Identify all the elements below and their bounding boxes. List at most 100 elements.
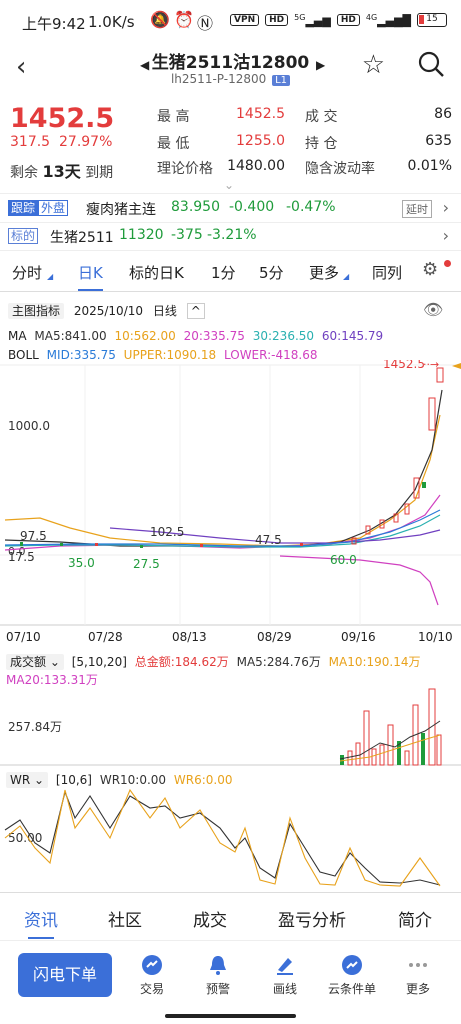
oi-label: 持 仓 [305, 136, 338, 152]
status-bar: 上午9:42 1.0K/s 🔕 ⏰ Ⓝ VPN HD 5G▂▄▆ HD 4G▂▄… [0, 0, 461, 44]
outer-name: 瘦肉猪主连 [86, 202, 156, 218]
last-price-label: 1452.5 [383, 360, 425, 371]
tab-more[interactable]: 更多 [309, 264, 340, 282]
candle [413, 477, 420, 499]
volume-bar [340, 755, 344, 765]
tab-1min[interactable]: 1分 [211, 264, 236, 282]
annotation-97: 97.5 [20, 529, 47, 543]
ma-label: MA [8, 329, 27, 343]
tab-5min[interactable]: 5分 [259, 264, 284, 282]
volume-label: 成 交 [305, 109, 338, 125]
next-contract-icon[interactable]: ▶ [316, 58, 326, 72]
tab-community[interactable]: 社区 [108, 911, 142, 931]
eye-icon[interactable]: 👁 [423, 300, 444, 319]
main-indicator-button[interactable]: 主图指标 [8, 303, 65, 319]
tab-underlying-daily[interactable]: 标的日K [129, 264, 184, 282]
x-tick: 10/10 [418, 630, 453, 644]
alert-label: 预警 [205, 982, 230, 996]
nfc-icon: Ⓝ [197, 14, 214, 33]
tab-same-series[interactable]: 同列 [372, 264, 403, 282]
draw-action[interactable]: 画线 [260, 954, 310, 997]
y-label-1000: 1000.0 [8, 419, 50, 433]
contract-code: lh2511-P-12800 L1 [0, 72, 461, 86]
high-label: 最 高 [157, 109, 190, 125]
underlying-badge: 标的 [8, 228, 39, 244]
wr-selector[interactable]: WR ⌄ [6, 772, 49, 788]
volume-total: 总金额:184.62万 [134, 655, 229, 669]
ma5-line [4, 389, 443, 548]
search-icon[interactable] [417, 50, 445, 82]
x-tick: 08/29 [257, 630, 292, 644]
candle [428, 397, 436, 431]
volume-bar [436, 734, 442, 766]
boll-lower-line [279, 555, 439, 606]
kline-chart[interactable]: 1000.0 0.0 1452.5 ··→ 97.5 102.5 47.5 17… [0, 360, 461, 630]
candle [140, 545, 143, 548]
volume-ma5-line [339, 720, 441, 760]
dropdown-icon: ◢ [47, 272, 54, 281]
outer-market-row[interactable]: 跟踪 外盘 瘦肉猪主连 83.950 -0.400 -0.47% 延时 › [0, 196, 461, 222]
star-icon[interactable]: ☆ [361, 50, 385, 80]
ma5-value: MA5:841.00 [34, 329, 107, 343]
flash-order-button[interactable]: 闪电下单 [18, 953, 112, 997]
x-tick: 09/16 [341, 630, 376, 644]
wr6-line [4, 788, 441, 887]
tab-daily-k[interactable]: 日K [78, 264, 103, 291]
volume-axis-label: 257.84万 [8, 720, 62, 734]
oi-value: 635 [425, 133, 452, 149]
candle [20, 542, 23, 546]
draw-label: 画线 [272, 982, 297, 996]
expand-chevron-icon[interactable]: ⌄ [224, 178, 235, 192]
annotation-60: 60.0 [330, 553, 357, 567]
volume-chart[interactable]: 257.84万 [0, 685, 461, 767]
hd-icon: HD [265, 14, 289, 27]
boll-label: BOLL [8, 348, 39, 362]
collapse-icon[interactable]: ^ [186, 303, 205, 319]
underlying-row[interactable]: 标的 生猪2511 11320 -375 -3.21% › [0, 224, 461, 250]
outer-badge: 外盘 [38, 200, 69, 216]
theory-label: 理论价格 [157, 161, 213, 177]
trade-icon [142, 955, 162, 975]
quote-panel: 1452.5 317.5 27.97% 剩余 13天 到期 最 高 1452.5… [0, 100, 461, 184]
underlying-price: 11320 [119, 227, 164, 243]
candle [393, 513, 399, 523]
bottom-tabs: 资讯 社区 成交 盈亏分析 简介 [0, 896, 461, 939]
prev-contract-icon[interactable]: ◀ [140, 58, 150, 72]
tab-intro[interactable]: 简介 [398, 911, 432, 931]
delay-tag: 延时 [402, 200, 432, 218]
tab-pnl-analysis[interactable]: 盈亏分析 [278, 911, 346, 931]
chart-header: 主图指标 2025/10/10 日线 ^ [8, 302, 205, 319]
trade-action[interactable]: 交易 [127, 954, 177, 997]
back-icon[interactable]: ‹ [16, 52, 27, 82]
volume-bar [404, 750, 410, 766]
signal-4g-icon: 4G▂▄▆█ [365, 13, 411, 28]
wr-chart[interactable]: 50.00 [0, 788, 461, 888]
chart-period: 日线 [152, 304, 177, 318]
candle [365, 525, 371, 535]
bell-icon [210, 956, 226, 975]
more-action[interactable]: 更多 [393, 954, 443, 997]
hd-icon-2: HD [336, 14, 360, 27]
ma60-value: 60:145.79 [321, 329, 384, 343]
alert-action[interactable]: 预警 [193, 954, 243, 997]
change-pct: 27.97% [59, 134, 113, 150]
price-marker-icon [452, 363, 461, 369]
gear-icon[interactable]: ⚙ [422, 259, 439, 280]
boll-upper: UPPER:1090.18 [123, 348, 217, 362]
volume-label: 成交额 [10, 655, 47, 669]
candles [20, 367, 444, 548]
tab-trades[interactable]: 成交 [193, 911, 227, 931]
tab-intraday[interactable]: 分时 [12, 264, 43, 282]
more-icon [409, 963, 427, 967]
volume-bar [379, 744, 385, 766]
tab-news[interactable]: 资讯 [24, 906, 58, 939]
home-indicator[interactable] [165, 1014, 296, 1018]
cloud-order-icon [342, 955, 362, 975]
outer-change: -0.400 [229, 199, 275, 215]
cloud-order-action[interactable]: 云条件单 [326, 954, 378, 997]
volume-bar [347, 750, 353, 766]
trade-label: 交易 [139, 982, 164, 996]
volume-selector[interactable]: 成交额 ⌄ [6, 654, 64, 670]
more-label: 更多 [405, 982, 430, 996]
chevron-right-icon: › [442, 198, 449, 217]
